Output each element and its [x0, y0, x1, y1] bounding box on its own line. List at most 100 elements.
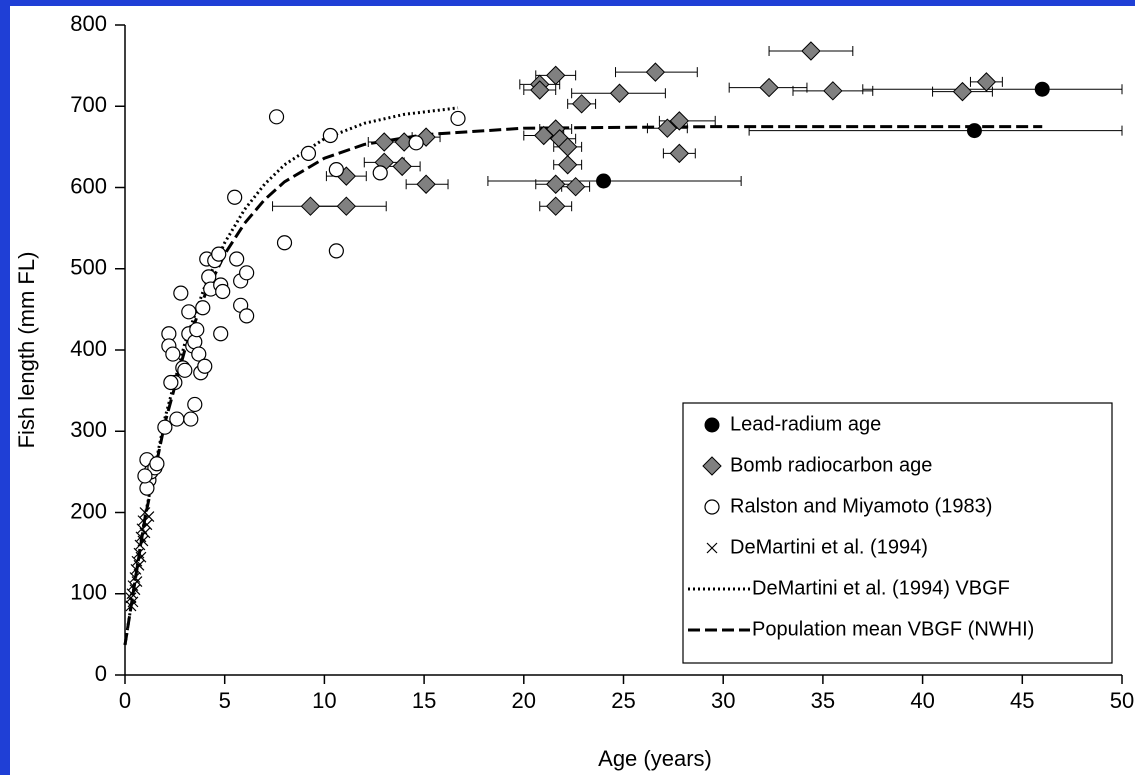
point	[374, 132, 394, 152]
point	[173, 285, 189, 301]
point	[169, 411, 185, 427]
legend-label: Ralston and Miyamoto (1983)	[730, 495, 992, 517]
point	[189, 322, 205, 338]
y-tick-label: 700	[70, 92, 107, 117]
point	[657, 118, 678, 138]
point	[197, 358, 213, 374]
point	[149, 456, 165, 472]
point	[372, 165, 388, 181]
x-tick-label: 40	[910, 688, 934, 713]
point	[571, 94, 592, 114]
point	[966, 123, 982, 139]
point	[596, 173, 612, 189]
x-tick-label: 50	[1110, 688, 1134, 713]
point	[131, 576, 143, 587]
y-tick-label: 300	[70, 417, 107, 442]
point	[609, 83, 630, 103]
point	[137, 535, 149, 547]
point	[322, 127, 338, 144]
legend-box	[682, 402, 1113, 664]
point	[213, 326, 229, 342]
point	[135, 551, 147, 563]
y-tick-label: 500	[70, 255, 107, 280]
x-tick-label: 30	[711, 688, 735, 713]
point	[300, 196, 321, 216]
point	[1034, 81, 1050, 97]
point	[187, 396, 203, 413]
point	[565, 176, 586, 197]
x-tick-label: 45	[1010, 688, 1034, 713]
x-error-bar	[487, 176, 742, 186]
point	[165, 346, 181, 362]
fit-curve	[123, 125, 1043, 646]
point	[239, 265, 255, 281]
y-tick-label: 0	[95, 661, 107, 686]
point	[300, 145, 317, 161]
point	[229, 251, 245, 267]
x-tick-label: 20	[512, 688, 536, 713]
legend-label: Lead-radium age	[730, 413, 881, 435]
point	[336, 196, 357, 216]
point	[759, 77, 779, 98]
point	[545, 196, 566, 216]
y-tick-label: 400	[70, 336, 107, 361]
point	[195, 300, 211, 316]
point	[450, 110, 466, 127]
x-tick-label: 0	[119, 688, 131, 713]
point	[545, 65, 566, 86]
point	[177, 362, 193, 378]
point	[392, 156, 412, 177]
point	[181, 304, 197, 320]
legend-label: DeMartini et al. (1994)	[730, 536, 928, 558]
y-tick-label: 600	[70, 173, 107, 198]
point	[952, 81, 973, 102]
y-axis-title: Fish length (mm FL)	[14, 252, 39, 449]
point	[211, 246, 227, 262]
legend-symbol	[704, 417, 720, 433]
point	[141, 519, 153, 531]
y-tick-label: 800	[70, 11, 107, 36]
x-tick-label: 10	[312, 688, 336, 713]
y-tick-label: 100	[70, 580, 107, 605]
x-axis-title: Age (years)	[598, 746, 712, 771]
point	[801, 41, 821, 61]
point	[545, 174, 566, 194]
legend-label: Bomb radiocarbon age	[730, 454, 932, 476]
point	[129, 584, 141, 596]
point	[143, 511, 155, 522]
point	[139, 527, 151, 539]
point	[239, 308, 255, 324]
point	[530, 80, 550, 100]
point	[137, 468, 153, 484]
point	[215, 283, 231, 300]
point	[157, 419, 173, 435]
point	[227, 189, 243, 205]
point	[133, 559, 145, 571]
point	[416, 174, 436, 194]
point	[183, 411, 199, 427]
point	[328, 243, 344, 259]
legend-label: Population mean VBGF (NWHI)	[752, 618, 1034, 640]
point	[823, 81, 843, 101]
legend-label: DeMartini et al. (1994) VBGF	[752, 577, 1010, 599]
point	[268, 109, 285, 125]
x-tick-label: 15	[412, 688, 436, 713]
point	[191, 346, 207, 362]
point	[669, 111, 690, 131]
legend-symbol	[704, 499, 720, 515]
point	[163, 374, 179, 391]
legend-symbol	[706, 542, 718, 554]
point	[328, 162, 344, 178]
y-tick-label: 200	[70, 498, 107, 523]
x-tick-label: 5	[219, 688, 231, 713]
point	[976, 72, 997, 92]
point	[645, 62, 666, 82]
point	[276, 235, 293, 251]
point	[557, 155, 578, 175]
point	[669, 143, 690, 164]
x-tick-label: 25	[611, 688, 635, 713]
x-tick-label: 35	[811, 688, 835, 713]
legend-symbol	[702, 456, 722, 476]
